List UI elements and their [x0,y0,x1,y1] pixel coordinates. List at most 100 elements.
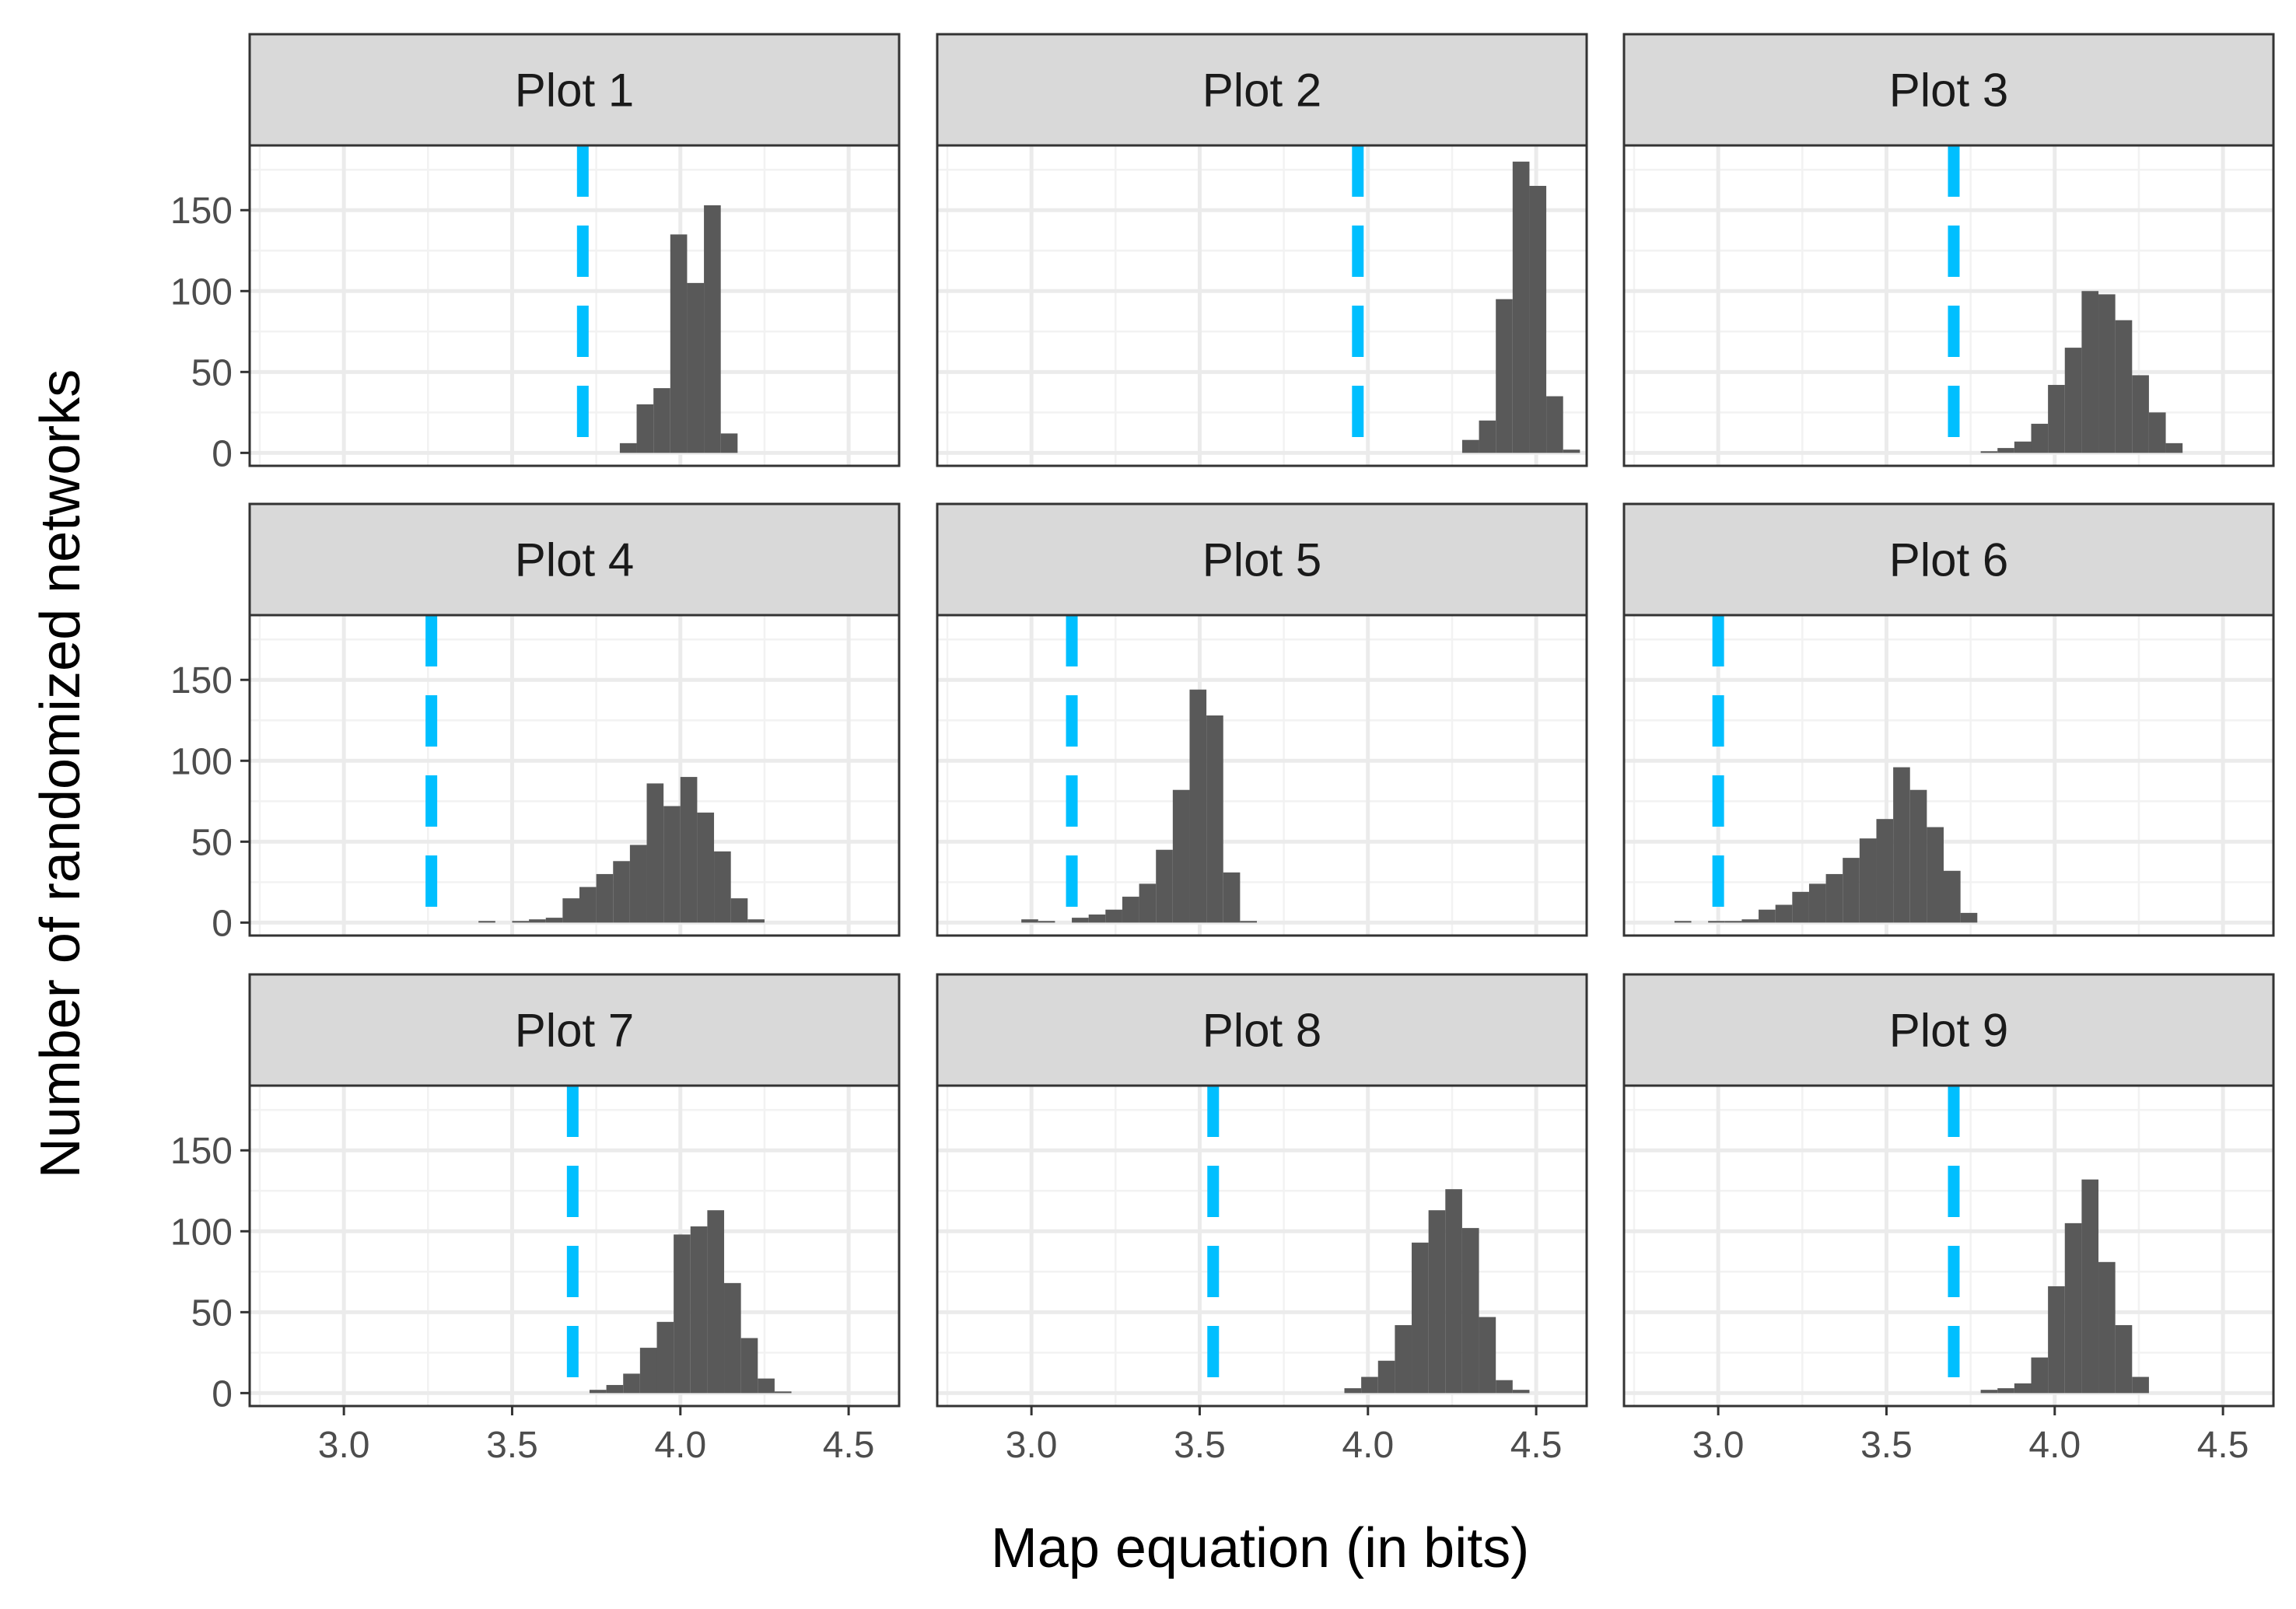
histogram-bar [1859,838,1877,923]
histogram-bar [1960,912,1978,923]
histogram-bar [1980,1390,1998,1394]
x-tick-label: 4.0 [2028,1425,2081,1466]
histogram-bar [623,1373,640,1394]
histogram-bar [2115,320,2133,453]
histogram-bar [1876,819,1894,923]
panel-border [248,1084,901,1408]
histogram-bar [589,1390,607,1394]
facet-strip-label: Plot 2 [1202,65,1321,117]
histogram-bar [1206,715,1223,923]
histogram-bar [1189,689,1207,923]
histogram-bar [690,1226,708,1394]
facet-strip-label: Plot 9 [1889,1005,2008,1057]
histogram-bar [2081,1179,2099,1394]
histogram-bar [697,812,715,923]
facet-strip [936,973,1588,1087]
facet-panel: Plot 1 [248,33,901,467]
y-tick-label: 50 [191,822,233,863]
histogram-bar [1997,448,2014,453]
histogram-bar [656,1321,674,1394]
plot-background [250,615,899,936]
histogram-bar [1893,767,1910,923]
facet-strip [248,502,901,617]
histogram-bar [1759,909,1776,923]
histogram-bar [720,433,738,453]
facet-strip [1622,973,2275,1087]
facet-panel: Plot 3 [1622,33,2275,467]
histogram-bar [1240,921,1258,923]
panel-border [248,144,901,467]
histogram-bar [2132,375,2149,453]
y-axis-layer: 0 50 100 150 0 50 100 150 0 50 100 150 [170,191,250,1415]
panel-border [248,614,901,937]
x-tick-label: 3.5 [1174,1425,1226,1466]
histogram-bar [704,205,721,453]
histogram-bar [747,919,765,923]
histogram-bar [1122,897,1139,923]
x-tick-label: 3.0 [1692,1425,1745,1466]
histogram-bar [1825,873,1843,923]
histogram-bar [714,851,731,923]
facet-strip [1622,33,2275,147]
histogram-bar [579,887,597,923]
histogram-bar [758,1378,775,1394]
panel-border [1622,144,2275,467]
facet-strip-label: Plot 4 [515,534,634,586]
panel-border [1622,1084,2275,1408]
histogram-bar [1496,1380,1513,1394]
histogram-bar [2165,442,2183,453]
histogram-bar [1021,919,1038,923]
facet-strip-label: Plot 7 [515,1005,634,1057]
histogram-bar [1479,1317,1496,1394]
plot-background [250,145,899,466]
histogram-bar [2115,1324,2133,1394]
histogram-bar [1105,909,1122,923]
histogram-bar [478,921,495,923]
histogram-bar [2064,1222,2082,1394]
histogram-bar [2031,423,2049,453]
histogram-bar [2064,348,2082,453]
histogram-bar [562,898,579,923]
histogram-bar [1512,1390,1530,1394]
histogram-bar [1674,921,1692,923]
y-tick-label: 0 [212,433,233,474]
histogram-bar [2048,1286,2065,1394]
histogram-bar [1479,420,1496,453]
histogram-bar [1223,872,1241,923]
histogram-bar [740,1338,758,1394]
histogram-bar [1412,1242,1429,1394]
panel-border [936,144,1588,467]
facet-panel: Plot 4 [248,502,901,937]
y-tick-label: 100 [170,741,233,782]
histogram-bar [2098,1261,2116,1394]
plot-background [937,615,1587,936]
facet-panel: Plot 8 [936,973,1588,1408]
y-tick-label: 50 [191,352,233,394]
histogram-bar [596,873,614,923]
histogram-bar [1909,789,1927,923]
histogram-bar [512,921,530,923]
y-tick-label: 0 [212,903,233,944]
histogram-bar [1461,439,1479,453]
histogram-bar [1529,186,1547,453]
histogram-bar [1072,918,1089,923]
histogram-bar [1927,827,1944,923]
histogram-bar [2148,412,2166,453]
histogram-bar [1724,921,1742,923]
y-tick-label: 50 [191,1292,233,1334]
histogram-bar [606,1384,624,1394]
facet-strip-label: Plot 6 [1889,534,2008,586]
histogram-bar [2031,1357,2049,1394]
y-tick-label: 100 [170,271,233,313]
facet-strip [936,33,1588,147]
facet-panel: Plot 9 [1622,973,2275,1408]
histogram-bar [687,282,705,453]
facet-panel: Plot 6 [1622,502,2275,937]
x-tick-label: 3.5 [1860,1425,1913,1466]
histogram-bar [1512,161,1530,453]
facet-strip [248,973,901,1087]
histogram-bar [1792,891,1809,923]
x-tick-label: 4.0 [654,1425,706,1466]
histogram-bar [1088,914,1106,923]
